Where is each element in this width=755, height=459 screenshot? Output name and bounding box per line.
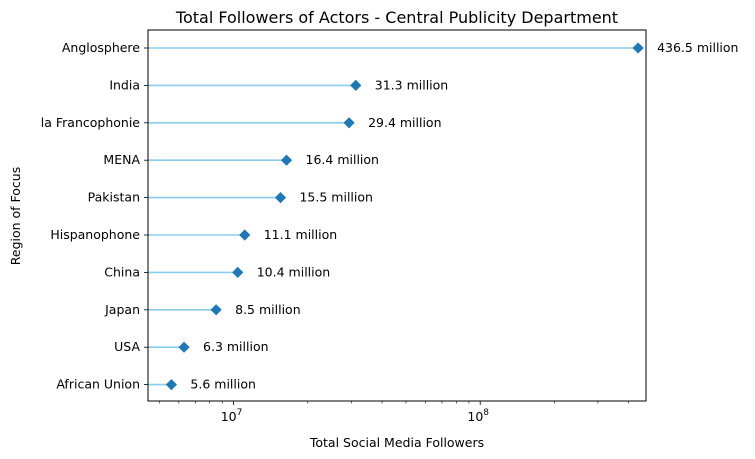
data-label: 10.4 million [257, 264, 330, 279]
y-tick-label: India [109, 77, 140, 92]
y-tick-label: China [104, 264, 140, 279]
y-tick-label: MENA [103, 152, 140, 167]
data-label: 16.4 million [306, 152, 379, 167]
data-point [165, 379, 178, 391]
stems [148, 47, 639, 386]
y-tick-label: la Francophonie [41, 115, 141, 130]
data-label: 11.1 million [264, 227, 337, 242]
y-tick-label: Hispanophone [50, 227, 140, 242]
y-tick-label: Pakistan [88, 190, 140, 205]
y-tick-label: USA [114, 339, 140, 354]
data-label: 29.4 million [368, 115, 441, 130]
data-point [210, 304, 222, 316]
data-point [632, 42, 644, 54]
chart-title: Total Followers of Actors - Central Publ… [175, 8, 618, 27]
x-tick-label: 108 [467, 408, 489, 424]
data-label: 6.3 million [203, 339, 269, 354]
y-axis: Anglosphere India la Francophonie MENA Pakis… [41, 40, 148, 392]
data-point [178, 341, 190, 353]
data-point [350, 79, 362, 91]
data-point [343, 117, 355, 129]
data-point [239, 229, 251, 241]
y-tick-label: African Union [56, 377, 140, 392]
plot-frame [147, 29, 647, 402]
data-point [232, 266, 244, 278]
x-axis: 107 108 [158, 401, 630, 424]
data-label: 8.5 million [235, 302, 301, 317]
x-axis-label: Total Social Media Followers [309, 435, 484, 450]
x-tick-label: 107 [221, 408, 243, 424]
data-label: 5.6 million [190, 377, 256, 392]
data-label: 436.5 million [657, 40, 738, 55]
markers [165, 42, 644, 391]
data-label: 15.5 million [299, 190, 372, 205]
y-tick-label: Japan [104, 302, 140, 317]
y-axis-label: Region of Focus [8, 167, 23, 266]
data-label: 31.3 million [375, 77, 448, 92]
data-point [280, 154, 293, 166]
data-point [274, 192, 287, 204]
value-labels: 436.5 million 31.3 million 29.4 million 16.… [190, 40, 738, 392]
y-tick-label: Anglosphere [62, 40, 140, 55]
